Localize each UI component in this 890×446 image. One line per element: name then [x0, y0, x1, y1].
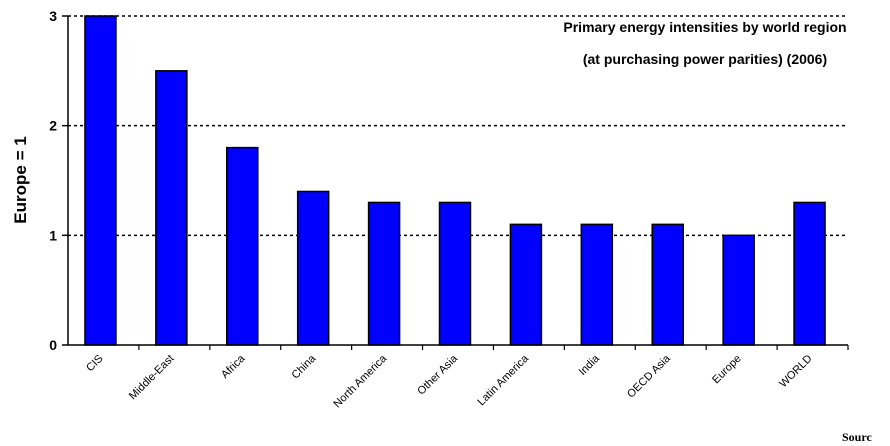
- bar: [580, 223, 614, 346]
- bar: [226, 146, 259, 346]
- source-label: Sourc: [842, 430, 872, 444]
- y-axis-label: Europe = 1: [11, 136, 30, 223]
- x-tick-label: WORLD: [777, 353, 814, 390]
- y-tick-label: 0: [49, 337, 57, 353]
- bar: [651, 223, 684, 346]
- x-tick-label: India: [577, 352, 603, 378]
- bar: [367, 201, 401, 346]
- x-tick-label: CIS: [84, 353, 105, 374]
- x-tick-label: North America: [331, 352, 389, 410]
- x-tick-label: Other Asia: [415, 352, 460, 397]
- bar: [296, 190, 330, 346]
- y-tick-label: 2: [49, 118, 57, 134]
- bar: [722, 234, 755, 346]
- x-tick-labels: CIS Middle-East Africa China North America Ot…: [84, 345, 849, 410]
- x-tick-label: Africa: [219, 352, 248, 381]
- x-tick-label: OECD Asia: [625, 352, 673, 400]
- axes: [67, 16, 848, 346]
- bar: [509, 223, 543, 346]
- y-tick-labels: 0 1 2 3: [49, 8, 68, 353]
- y-tick-label: 1: [49, 227, 57, 243]
- bar: [84, 15, 117, 346]
- bars: [84, 15, 826, 346]
- x-tick-label: Latin America: [475, 352, 531, 408]
- chart-subtitle: (at purchasing power parities) (2006): [583, 51, 827, 67]
- bar: [155, 70, 188, 346]
- bar: [438, 201, 472, 346]
- x-tick-label: China: [289, 352, 318, 381]
- y-tick-label: 3: [49, 8, 57, 24]
- x-tick-label: Middle-East: [127, 353, 177, 403]
- chart-title: Primary energy intensities by world regi…: [563, 19, 846, 35]
- x-tick-label: Europe: [710, 353, 744, 387]
- bar: [793, 201, 826, 346]
